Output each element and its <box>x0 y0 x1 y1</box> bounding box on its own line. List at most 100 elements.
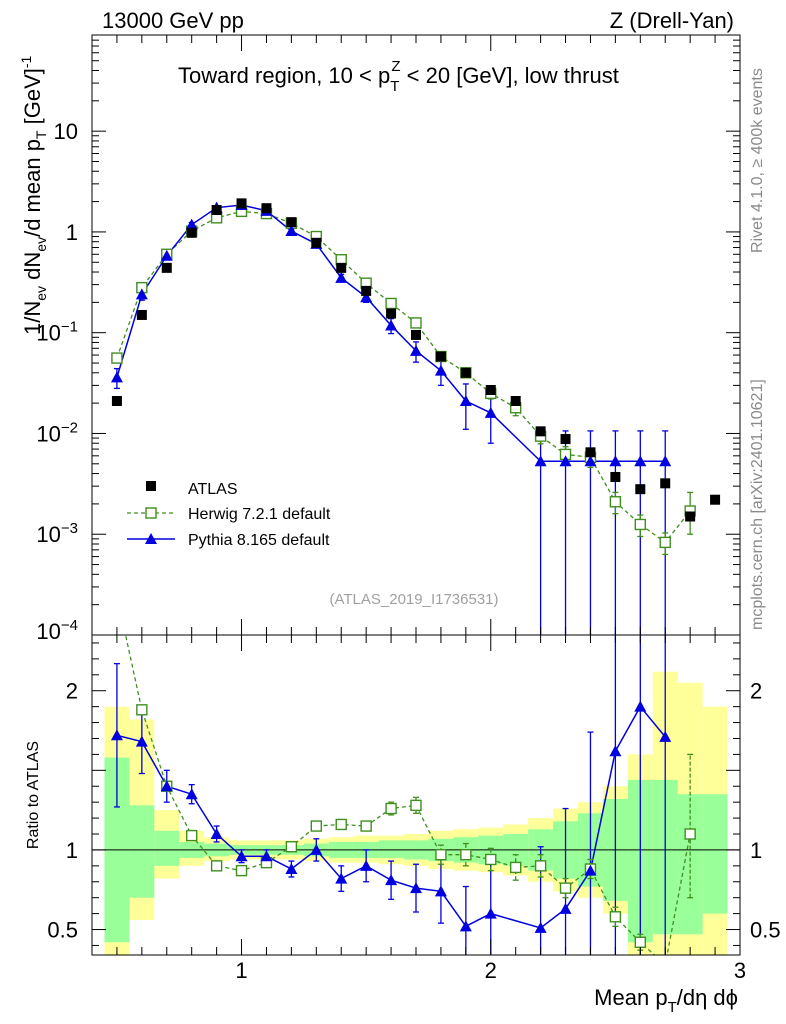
y-tick-label: 10−3 <box>36 520 78 547</box>
x-tick-label: 3 <box>734 958 746 983</box>
y-tick-label: 10−2 <box>36 419 78 446</box>
pythia-ratio-point <box>434 885 447 897</box>
pythia-ratio-point <box>559 902 572 914</box>
title-text-post: < 20 [GeV], low thrust <box>401 63 619 88</box>
atlas-point <box>535 426 546 437</box>
header-process-label: Z (Drell-Yan) <box>610 8 734 33</box>
pythia-ratio-point <box>235 850 248 862</box>
ratio-frame <box>91 634 741 956</box>
herwig-ratio-point <box>185 829 198 842</box>
header-collision-label: 13000 GeV pp <box>102 8 244 33</box>
y-tick-exponent: −3 <box>61 520 78 537</box>
pythia-ratio-point <box>659 730 672 742</box>
x-tick-label: 1 <box>235 958 247 983</box>
y-tick-exponent: −1 <box>61 319 78 336</box>
pythia-ratio-point <box>360 859 373 871</box>
atlas-point <box>560 434 571 445</box>
ratio-data-layer <box>92 590 740 955</box>
pythia-point <box>534 455 547 467</box>
ratio-panel: 2 2 1 1 0.5 0.5 1 2 3 Ratio to ATLAS Mean pT/dη … <box>25 590 781 1016</box>
atlas-point <box>336 262 347 273</box>
atlas-point <box>211 205 222 216</box>
pythia-point <box>609 455 622 467</box>
title-sup: Z <box>391 58 400 75</box>
herwig-point <box>410 317 422 329</box>
herwig-ratio-point <box>285 841 298 853</box>
atlas-point <box>136 309 147 320</box>
atlas-point <box>635 484 646 495</box>
atlas-point <box>685 511 696 522</box>
legend-marker-pythia <box>145 533 157 544</box>
mcplots-label: mcplots.cern.ch [arXiv:2401.10621] <box>749 379 766 630</box>
herwig-ratio-point <box>360 820 372 832</box>
band-green-segment <box>702 794 728 914</box>
atlas-point <box>111 395 122 406</box>
band-green-segment <box>129 805 155 898</box>
ylabel-a-sub: ev <box>33 286 49 301</box>
pythia-point <box>584 455 597 467</box>
herwig-ratio-point <box>684 828 696 840</box>
herwig-point <box>659 536 671 549</box>
analysis-reference: (ATLAS_2019_I1736531) <box>329 591 498 608</box>
pythia-ratio-point <box>484 907 497 919</box>
herwig-ratio-point <box>435 849 447 861</box>
atlas-point <box>510 395 521 406</box>
ratio-y-tick-label-right: 0.5 <box>750 918 781 943</box>
herwig-ratio-point <box>310 820 323 832</box>
atlas-point <box>710 494 721 505</box>
pythia-ratio-point <box>110 729 123 741</box>
y-tick-exponent: −4 <box>61 617 78 634</box>
atlas-point <box>236 198 247 209</box>
pythia-point <box>410 344 422 356</box>
pythia-ratio-point <box>534 921 547 933</box>
herwig-ratio-point <box>410 799 422 812</box>
herwig-ratio-point <box>460 849 472 861</box>
pythia-line <box>116 204 666 462</box>
xlabel-b: /dη dϕ <box>677 985 738 1010</box>
pythia-ratio-point <box>335 872 348 884</box>
y-tick-base: 10 <box>36 421 60 446</box>
legend-marker-herwig <box>145 507 157 519</box>
pythia-ratio-point <box>584 864 597 876</box>
atlas-point <box>660 478 671 489</box>
atlas-point <box>460 367 471 378</box>
pythia-point <box>434 364 447 376</box>
atlas-point <box>411 329 421 340</box>
atlas-point <box>186 227 197 238</box>
herwig-ratio-point <box>210 860 223 872</box>
herwig-point <box>634 518 647 531</box>
xlabel-a: Mean p <box>594 985 667 1010</box>
ratio-axes: 2 2 1 1 0.5 0.5 1 2 3 <box>47 635 781 983</box>
ratio-y-tick-label-right: 2 <box>750 679 762 704</box>
herwig-ratio-point <box>634 936 647 948</box>
y-tick-base: 10 <box>36 619 60 644</box>
ylabel-b-sub: ev <box>33 237 49 252</box>
y-tick-base: 10 <box>36 321 60 346</box>
pythia-ratio-point <box>634 700 647 712</box>
main-data-layer <box>110 198 721 635</box>
legend-label-atlas: ATLAS <box>188 481 238 498</box>
ratio-y-tick-label-left: 1 <box>66 838 78 863</box>
pythia-point <box>659 455 672 467</box>
herwig-ratio-point <box>534 860 547 872</box>
ylabel-c-sub: T <box>33 130 49 139</box>
pythia-ratio-point <box>185 788 198 800</box>
atlas-point <box>311 237 322 248</box>
ylabel-c: /d mean p <box>20 139 45 237</box>
pythia-ratio-point <box>310 843 323 855</box>
ratio-y-tick-label-right: 1 <box>750 838 762 863</box>
y-tick-label: 10−1 <box>36 319 78 346</box>
band-green-segment <box>378 840 404 858</box>
herwig-ratio-point <box>112 590 122 600</box>
x-axis-label: Mean pT/dη dϕ <box>594 985 738 1016</box>
atlas-point <box>361 285 372 296</box>
pythia-ratio-point <box>135 735 148 747</box>
pythia-point <box>634 455 647 467</box>
pythia-point <box>335 271 348 283</box>
pythia-ratio-point <box>160 780 173 792</box>
pythia-ratio-point <box>459 920 472 932</box>
herwig-ratio-point <box>335 818 347 831</box>
main-y-axis-label: 1/Nev dNev/d mean pT [GeV]-1 <box>18 55 49 335</box>
y-tick-base: 10 <box>54 119 78 144</box>
